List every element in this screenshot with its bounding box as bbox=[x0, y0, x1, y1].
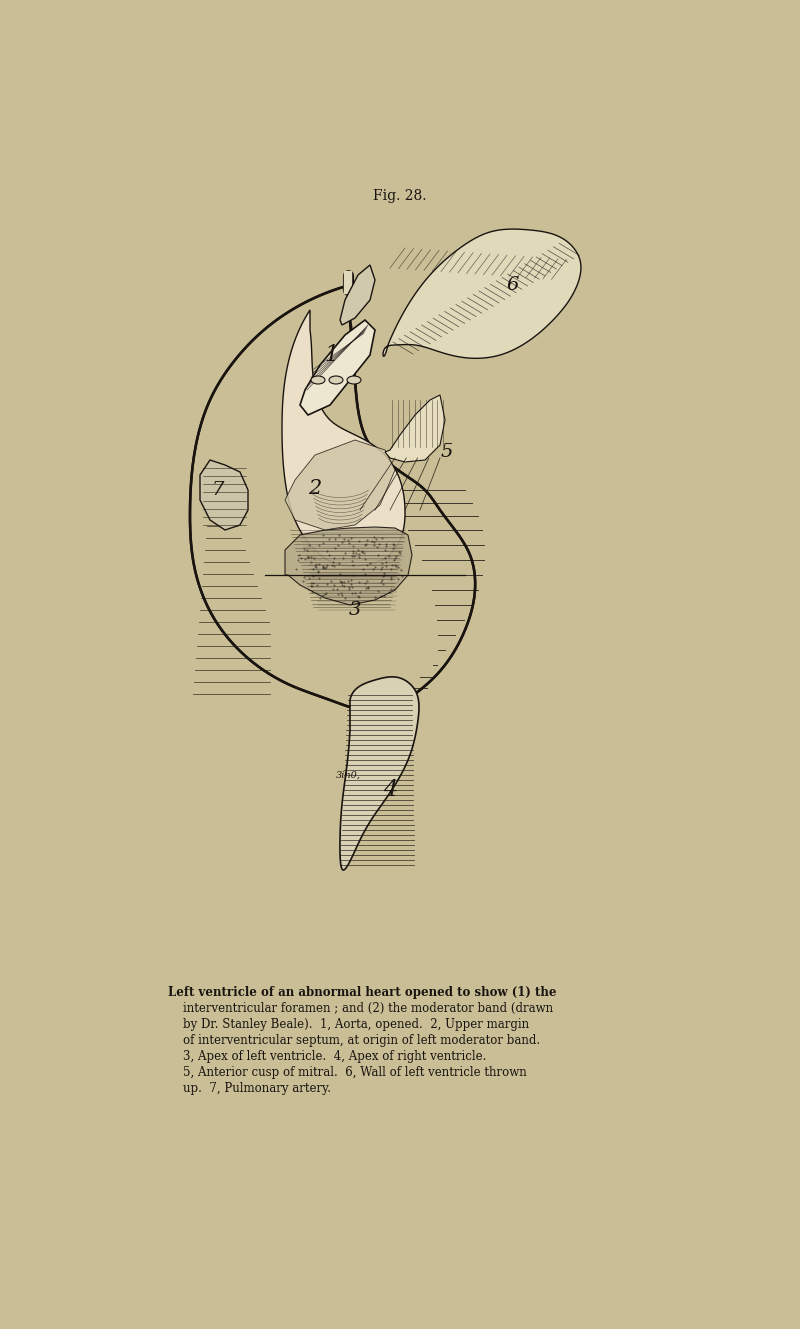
Text: 5, Anterior cusp of mitral.  6, Wall of left ventricle thrown: 5, Anterior cusp of mitral. 6, Wall of l… bbox=[168, 1066, 526, 1079]
Text: Fig. 28.: Fig. 28. bbox=[374, 189, 426, 203]
Text: 5: 5 bbox=[441, 443, 453, 461]
Polygon shape bbox=[285, 440, 395, 530]
Text: 3, Apex of left ventricle.  4, Apex of right ventricle.: 3, Apex of left ventricle. 4, Apex of ri… bbox=[168, 1050, 486, 1063]
Polygon shape bbox=[285, 528, 412, 605]
Text: interventricular foramen ; and (2) the moderator band (drawn: interventricular foramen ; and (2) the m… bbox=[168, 1002, 553, 1015]
Text: 4: 4 bbox=[383, 779, 397, 801]
Polygon shape bbox=[340, 676, 419, 870]
Text: up.  7, Pulmonary artery.: up. 7, Pulmonary artery. bbox=[168, 1082, 331, 1095]
Text: Left ventricle of an abnormal heart opened to show (1) the: Left ventricle of an abnormal heart open… bbox=[168, 986, 557, 999]
Polygon shape bbox=[383, 229, 581, 359]
Polygon shape bbox=[190, 284, 475, 710]
Polygon shape bbox=[385, 395, 445, 462]
Polygon shape bbox=[340, 264, 375, 326]
Ellipse shape bbox=[311, 376, 325, 384]
Text: 1: 1 bbox=[325, 344, 339, 365]
Polygon shape bbox=[300, 320, 375, 415]
Text: by Dr. Stanley Beale).  1, Aorta, opened.  2, Upper margin: by Dr. Stanley Beale). 1, Aorta, opened.… bbox=[168, 1018, 529, 1031]
Text: 6: 6 bbox=[507, 276, 519, 294]
Text: 2: 2 bbox=[308, 478, 322, 497]
Text: 7: 7 bbox=[212, 481, 224, 498]
Text: 3: 3 bbox=[349, 601, 361, 619]
Polygon shape bbox=[282, 310, 405, 566]
Ellipse shape bbox=[329, 376, 343, 384]
Polygon shape bbox=[200, 460, 248, 530]
Ellipse shape bbox=[347, 376, 361, 384]
Text: of interventricular septum, at origin of left moderator band.: of interventricular septum, at origin of… bbox=[168, 1034, 540, 1047]
Text: 3in0,: 3in0, bbox=[335, 771, 361, 780]
